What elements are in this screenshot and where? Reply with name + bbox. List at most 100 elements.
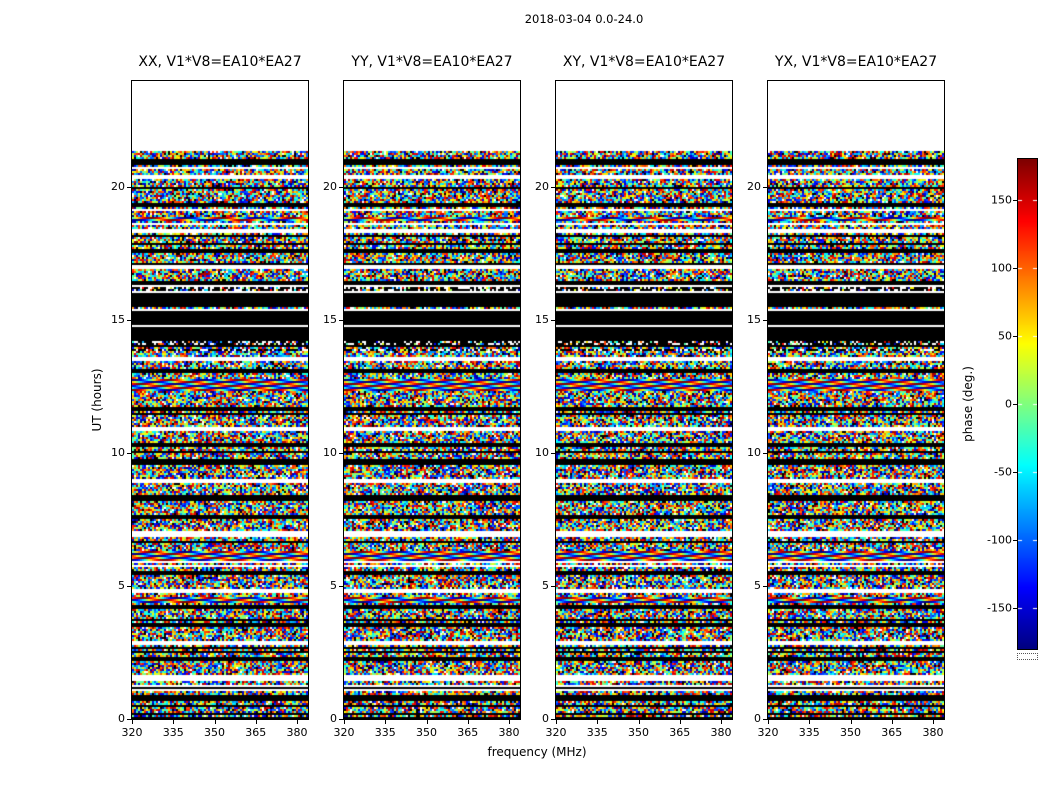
y-tick-mark (127, 320, 131, 322)
y-tick-label: 20 (111, 180, 125, 194)
colorbar-tick-mark (1013, 267, 1017, 269)
x-tick-label: 380 (498, 726, 520, 739)
y-tick-mark (127, 453, 131, 455)
panel-title-xx: XX, V1*V8=EA10*EA27 (138, 54, 302, 70)
x-tick-label: 335 (374, 726, 396, 739)
y-tick-mark (763, 719, 767, 720)
y-tick-label: 0 (542, 712, 549, 725)
heatmap-canvas-yy (344, 81, 520, 719)
heatmap-canvas-yx (768, 81, 944, 719)
colorbar-tick-label: 150 (991, 193, 1012, 207)
y-tick-mark (339, 453, 343, 455)
y-tick-mark (763, 320, 767, 322)
x-tick-mark (933, 720, 934, 724)
x-tick-mark (297, 720, 298, 724)
x-tick-label: 365 (245, 726, 267, 739)
panel-yy: YY, V1*V8=EA10*EA27 320 335 350 365 380 0 5 10 1… (323, 54, 521, 739)
x-tick-label: 335 (162, 726, 184, 739)
y-tick-label: 15 (111, 313, 125, 327)
x-tick-mark (344, 720, 345, 724)
colorbar-tick-mark (1013, 404, 1017, 405)
x-tick-label: 320 (757, 726, 779, 739)
y-tick-mark (339, 320, 343, 322)
x-tick-label: 335 (798, 726, 820, 739)
x-tick-mark (679, 720, 681, 724)
y-tick-mark (127, 187, 131, 189)
y-tick-mark (551, 453, 555, 455)
heatmap-canvas-xx (132, 81, 308, 719)
y-tick-mark (551, 320, 555, 322)
x-tick-mark (721, 720, 722, 724)
y-tick-label: 20 (535, 180, 549, 194)
x-tick-label: 380 (710, 726, 732, 739)
y-tick-label: 10 (323, 446, 337, 460)
panel-yx: YX, V1*V8=EA10*EA27 320 335 350 365 380 0 5 10 1… (747, 54, 945, 739)
y-tick-label: 10 (111, 446, 125, 460)
y-tick-mark (763, 586, 767, 588)
y-tick-label: 5 (754, 579, 761, 593)
figure-title: 2018-03-04 0.0-24.0 (524, 12, 644, 26)
y-tick-mark (127, 586, 131, 588)
heatmap-frame-yy (343, 80, 521, 720)
x-tick-label: 320 (121, 726, 143, 739)
x-tick-label: 335 (586, 726, 608, 739)
y-tick-label: 10 (535, 446, 549, 460)
y-tick-mark (551, 586, 555, 588)
y-axis-label: UT (hours) (90, 368, 104, 432)
y-tick-label: 0 (118, 712, 125, 725)
colorbar-tick-mark (1013, 199, 1017, 201)
panel-title-yx: YX, V1*V8=EA10*EA27 (774, 54, 938, 70)
y-tick-label: 0 (754, 712, 761, 725)
x-tick-label: 350 (840, 726, 861, 739)
x-tick-mark (385, 720, 387, 724)
y-tick-label: 5 (118, 579, 125, 593)
x-tick-mark (891, 720, 893, 724)
x-tick-mark (809, 720, 811, 724)
x-tick-mark (132, 720, 133, 724)
x-tick-label: 350 (416, 726, 437, 739)
colorbar-tick-label: -150 (987, 601, 1012, 615)
y-tick-label: 0 (330, 712, 337, 725)
x-tick-mark (173, 720, 175, 724)
y-tick-label: 10 (747, 446, 761, 460)
colorbar-gradient (1018, 159, 1037, 649)
x-tick-label: 365 (669, 726, 691, 739)
colorbar-tick-label: -50 (994, 465, 1012, 479)
x-tick-mark (597, 720, 599, 724)
y-tick-label: 15 (535, 313, 549, 327)
x-axis-label: frequency (MHz) (487, 745, 587, 759)
x-tick-mark (556, 720, 557, 724)
x-tick-label: 350 (628, 726, 649, 739)
y-tick-mark (127, 719, 131, 720)
y-tick-mark (339, 719, 343, 720)
y-tick-label: 20 (747, 180, 761, 194)
colorbar-tick-label: 100 (991, 261, 1012, 275)
y-tick-mark (763, 453, 767, 455)
x-tick-mark (255, 720, 257, 724)
x-tick-label: 320 (333, 726, 355, 739)
heatmap-canvas-xy (556, 81, 732, 719)
x-tick-label: 350 (204, 726, 225, 739)
y-tick-mark (339, 187, 343, 189)
x-tick-mark (509, 720, 510, 724)
x-tick-mark (426, 720, 428, 724)
x-tick-mark (638, 720, 640, 724)
colorbar-tick-mark (1013, 335, 1017, 337)
heatmap-frame-yx (767, 80, 945, 720)
x-tick-mark (850, 720, 852, 724)
y-tick-label: 20 (323, 180, 337, 194)
heatmap-frame-xy (555, 80, 733, 720)
panel-xx: XX, V1*V8=EA10*EA27 320 335 350 365 380 0 5 10 1… (111, 54, 309, 739)
y-tick-mark (551, 187, 555, 189)
panel-xy: XY, V1*V8=EA10*EA27 320 335 350 365 380 0 5 10 1… (535, 54, 733, 739)
y-tick-mark (339, 586, 343, 588)
colorbar-tick-mark (1013, 540, 1017, 542)
y-tick-mark (763, 187, 767, 189)
colorbar-end-dashes (1017, 653, 1038, 660)
y-tick-mark (551, 719, 555, 720)
x-tick-mark (467, 720, 469, 724)
x-tick-mark (214, 720, 216, 724)
y-tick-label: 5 (330, 579, 337, 593)
heatmap-frame-xx (131, 80, 309, 720)
